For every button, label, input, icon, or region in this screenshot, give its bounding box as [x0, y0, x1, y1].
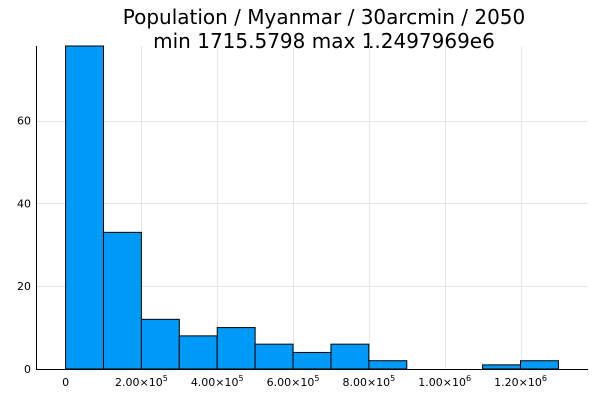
histogram-bar — [520, 360, 559, 370]
histogram-bar — [65, 45, 104, 370]
y-tick-label: 40 — [17, 197, 31, 210]
histogram-bar — [216, 327, 256, 370]
histogram-bar — [482, 364, 522, 370]
bars — [65, 45, 559, 370]
chart-subtitle: min 1715.5798 max 1.2497969e6 — [153, 29, 495, 53]
histogram-bar — [330, 343, 370, 370]
x-tick-label: 1.20×106 — [494, 374, 547, 389]
x-tick-label: 8.00×105 — [342, 374, 395, 389]
axes — [36, 46, 588, 370]
x-tick-label: 4.00×105 — [191, 374, 244, 389]
tick-labels: 0 2.00×105 4.00×105 6.00×105 8.00×105 1.00×10… — [17, 115, 547, 389]
x-tick-label: 2.00×105 — [115, 374, 168, 389]
histogram-bar — [368, 360, 408, 370]
histogram-bar — [140, 318, 180, 370]
y-tick-label: 0 — [24, 363, 31, 376]
y-tick-label: 20 — [17, 280, 31, 293]
chart-title: Population / Myanmar / 30arcmin / 2050 — [123, 5, 526, 29]
histogram-bar — [178, 335, 218, 370]
histogram-bar — [254, 343, 294, 370]
grid-lines — [36, 46, 588, 370]
x-tick-label: 1.00×106 — [418, 374, 471, 389]
y-tick-label: 60 — [17, 115, 31, 128]
x-tick-label: 0 — [62, 376, 69, 389]
histogram-bar — [102, 231, 142, 370]
x-tick-label: 6.00×105 — [267, 374, 320, 389]
histogram-bar — [292, 351, 332, 370]
